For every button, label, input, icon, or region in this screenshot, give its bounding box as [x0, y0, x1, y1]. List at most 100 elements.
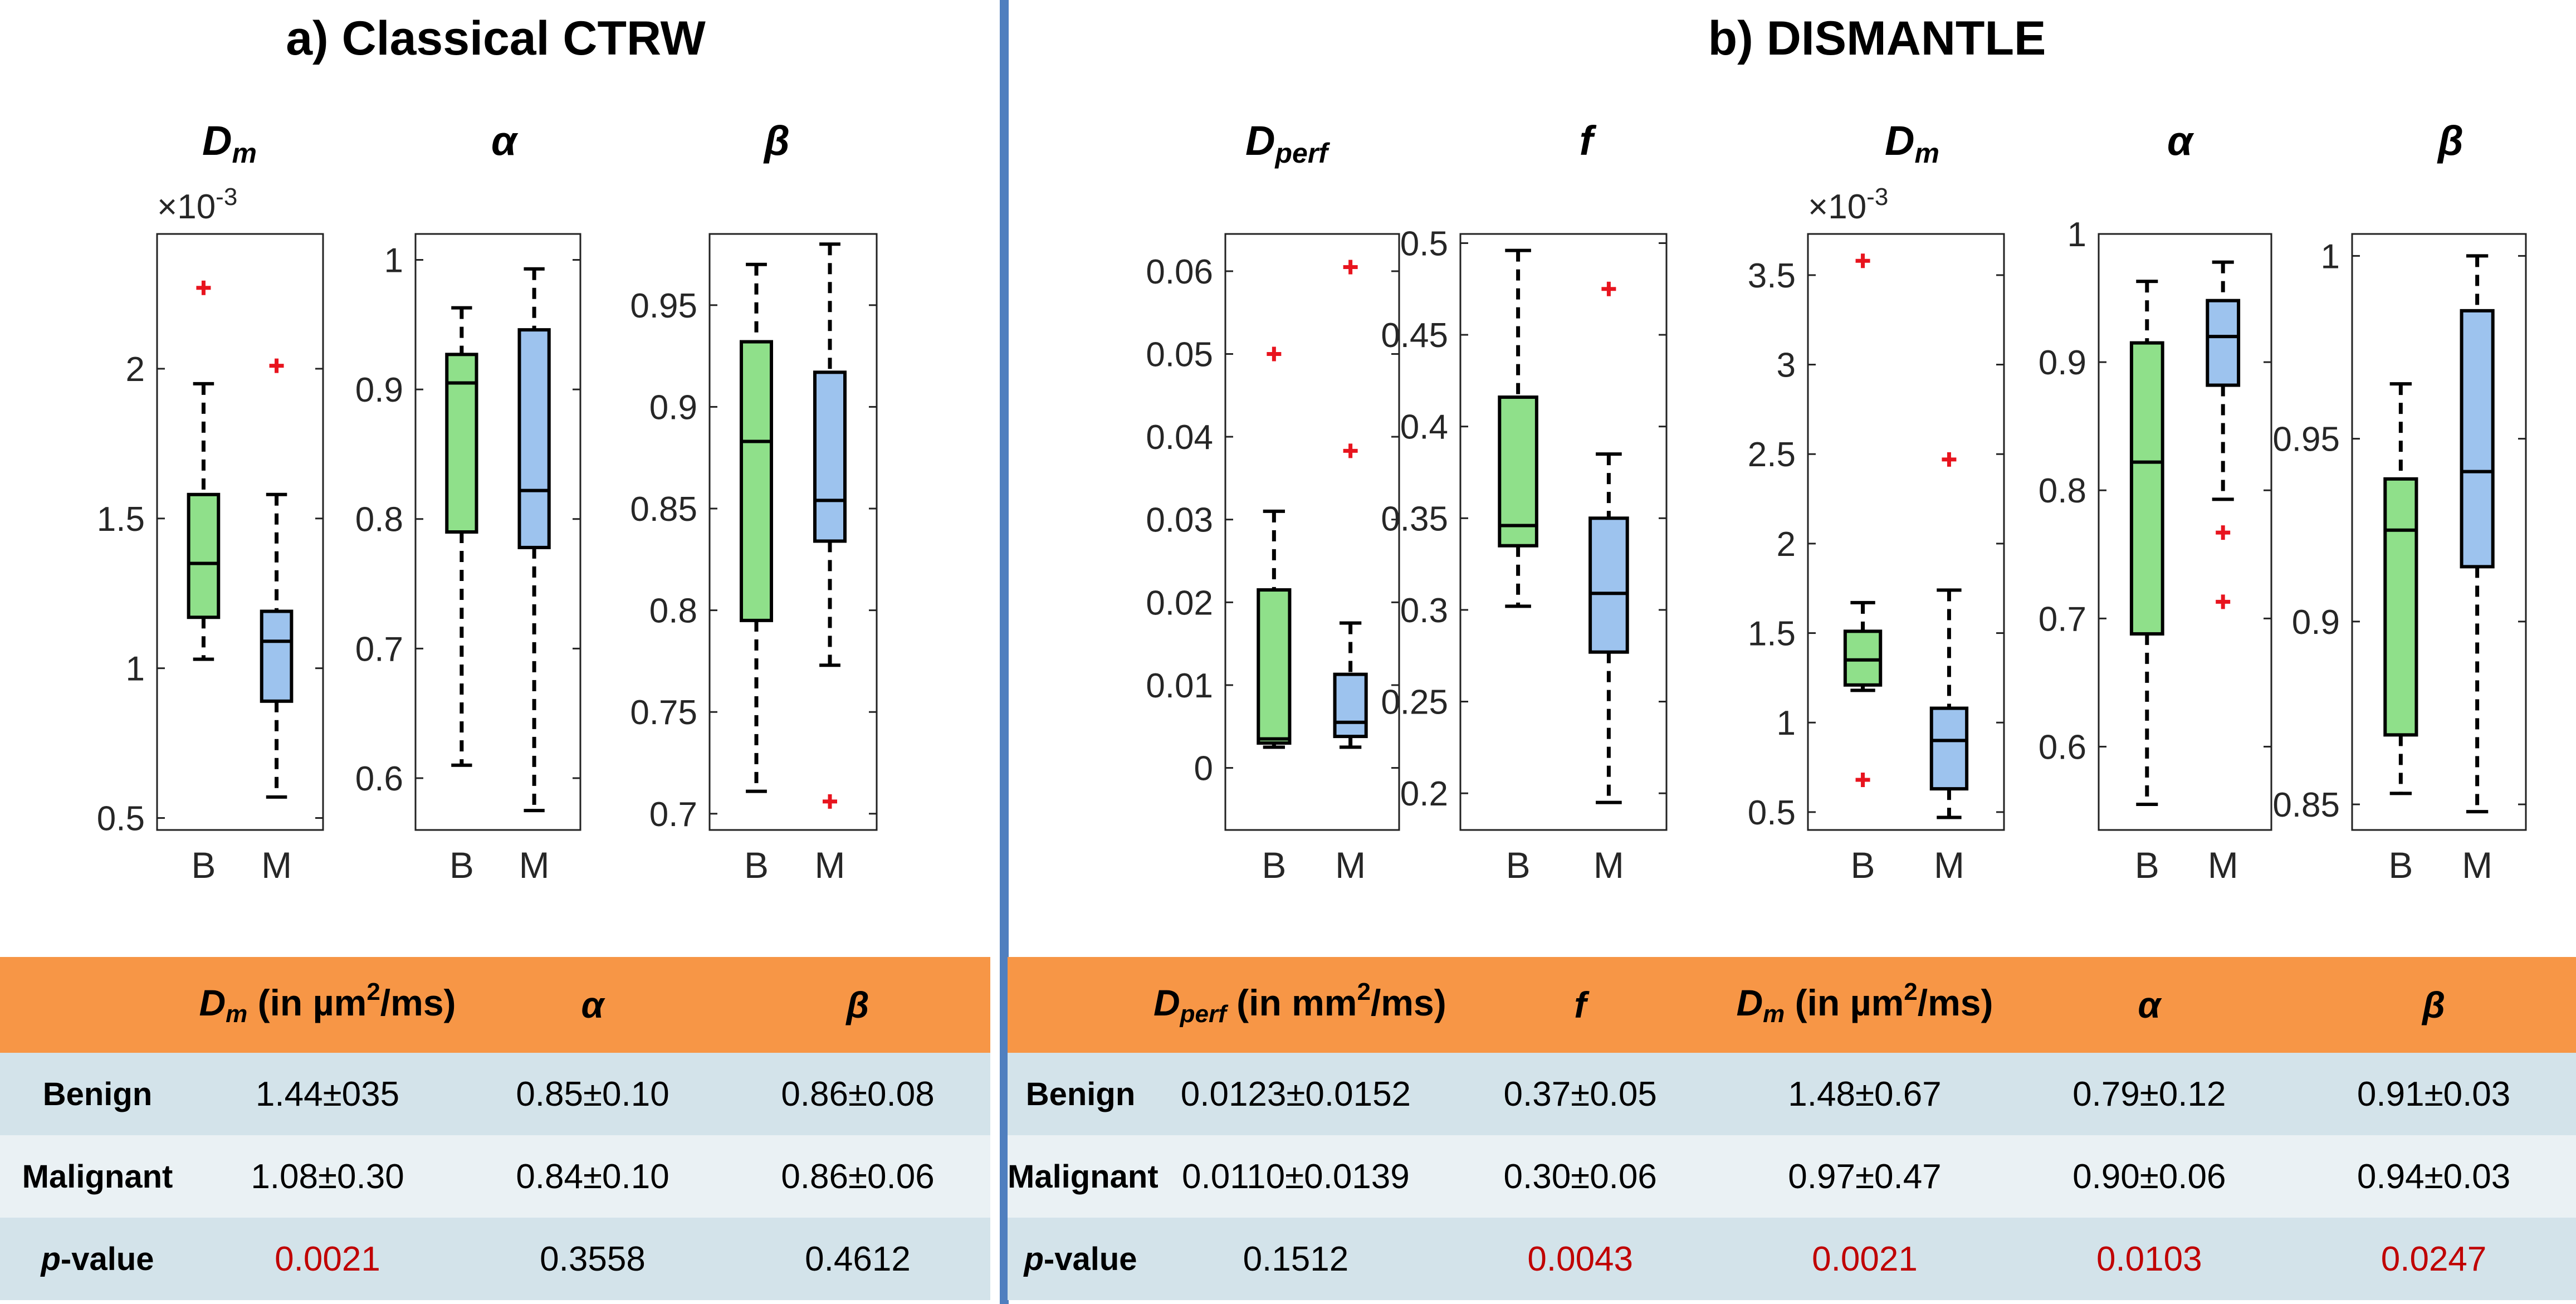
table-cell: 1.44±035 [195, 1053, 460, 1135]
row-label-rest: -value [60, 1240, 154, 1277]
boxplot-panel: 0.7 0.75 0.8 0.85 0.9 0.95 B M [630, 233, 878, 886]
panel-title-subscript: m [1914, 138, 1939, 169]
outlier-marker [1343, 260, 1358, 275]
y-tick-label: 0.85 [2272, 786, 2340, 824]
box-M [813, 370, 847, 543]
header-symbol: β [2422, 984, 2446, 1025]
y-tick-label: 0.06 [1146, 253, 1213, 291]
panel-title-symbol: D [1885, 118, 1915, 164]
column-header: β [2291, 957, 2576, 1053]
y-tick-label: 1.5 [97, 500, 145, 539]
y-tick-label: 0.5 [1400, 224, 1448, 263]
x-tick-label: M [1934, 844, 1964, 886]
y-tick-label: 0.7 [355, 630, 403, 668]
x-tick-label: B [449, 844, 474, 886]
row-label: p-value [0, 1218, 195, 1300]
x-tick-label: B [191, 844, 216, 886]
box-B [740, 340, 773, 622]
header-subscript: m [226, 1000, 248, 1028]
box-M [517, 328, 551, 549]
header-subscript: perf [1180, 1000, 1226, 1028]
header-unit-exponent: 2 [366, 978, 380, 1005]
y-tick-label: 0.45 [1381, 316, 1448, 355]
y-tick-label: 2 [1777, 525, 1796, 564]
box-B [2129, 341, 2164, 636]
boxplot-panel: 0 0.01 0.02 0.03 0.04 0.05 0.06 B M [1146, 233, 1400, 886]
y-tick-label: 0.9 [355, 371, 403, 409]
outlier-marker [1855, 773, 1870, 788]
y-tick-label: 0.9 [649, 388, 697, 427]
y-tick-label: 0.5 [1748, 794, 1796, 832]
header-symbol: D [1736, 982, 1763, 1023]
header-unit-rest: /ms) [1917, 982, 1993, 1023]
table-cell: 0.0021 [1722, 1218, 2007, 1300]
y-tick-label: 3.5 [1748, 257, 1796, 295]
axes-frame [414, 233, 581, 831]
y-tick-label: 1 [1777, 704, 1796, 743]
box-B [1843, 629, 1883, 687]
header-unit-exponent: 2 [1357, 978, 1371, 1005]
panel-title-subscript: perf [1275, 138, 1328, 169]
outlier-marker [196, 280, 211, 295]
column-header: β [725, 957, 990, 1053]
box-B [445, 353, 478, 534]
y-tick-label: 0.04 [1146, 418, 1213, 457]
outlier-marker [2216, 594, 2231, 609]
y-tick-label: 0.2 [1400, 775, 1448, 813]
y-exponent-label: ×10-3 [157, 183, 237, 226]
box-B [1498, 395, 1538, 548]
y-tick-label: 1.5 [1748, 615, 1796, 653]
y-tick-label: 0.7 [2039, 600, 2086, 638]
panel-title-symbol: β [764, 118, 790, 164]
panel-title-subscript: m [232, 138, 257, 169]
panel-title: Dm [202, 117, 257, 169]
x-tick-label: B [1506, 844, 1531, 886]
table-row: Benign 0.0123±0.0152 0.37±0.05 1.48±0.67 0.7… [1008, 1053, 2576, 1135]
column-header: α [2007, 957, 2292, 1053]
table-cell: 1.48±0.67 [1722, 1053, 2007, 1135]
header-symbol: α [2138, 984, 2161, 1025]
x-tick-label: M [815, 844, 845, 886]
section-divider [1000, 0, 1009, 1304]
panel-title-symbol: β [2438, 118, 2463, 164]
axes-frame [2351, 233, 2527, 831]
table-cell: 0.0247 [2291, 1218, 2576, 1300]
x-tick-label: B [1851, 844, 1875, 886]
y-tick-label: 0.85 [630, 490, 697, 529]
table-row: Malignant 0.0110±0.0139 0.30±0.06 0.97±0.47… [1008, 1135, 2576, 1218]
y-tick-label: 0.9 [2292, 603, 2340, 642]
boxplot-panel: 0.5 1 1.5 2 ×10-3 B M [97, 183, 324, 886]
panel-title: β [2438, 117, 2463, 164]
table-row: Benign 1.44±035 0.85±0.10 0.86±0.08 [0, 1053, 990, 1135]
y-tick-label: 0.75 [630, 693, 697, 732]
table-cell: 1.08±0.30 [195, 1135, 460, 1218]
y-tick-label: 0.01 [1146, 667, 1213, 705]
table-cell: 0.86±0.08 [725, 1053, 990, 1135]
boxplot-panel: 0.5 1 1.5 2 2.5 3 3.5 ×10-3 B M [1748, 183, 2005, 886]
y-tick-label: 1 [2321, 237, 2340, 276]
y-tick-label: 0.5 [97, 799, 145, 838]
panel-title: α [491, 117, 517, 164]
outlier-marker [1343, 443, 1358, 458]
header-unit-rest: /ms) [380, 982, 456, 1023]
table-cell: 0.37±0.05 [1438, 1053, 1723, 1135]
table-cell: 0.84±0.10 [460, 1135, 725, 1218]
row-label: Malignant [1008, 1135, 1159, 1218]
column-header: Dm (in µm2/ms) [195, 957, 460, 1053]
box-M [2206, 299, 2241, 387]
panel-title: f [1580, 117, 1593, 164]
header-symbol: α [581, 984, 604, 1025]
boxplot-panel: 0.6 0.7 0.8 0.9 1 B M [2039, 216, 2272, 886]
axes-frame [2098, 233, 2272, 831]
y-tick-label: 1 [2067, 216, 2086, 254]
x-tick-label: B [2135, 844, 2159, 886]
header-symbol: D [199, 982, 226, 1023]
y-tick-label: 0.7 [649, 795, 697, 834]
column-header: f [1438, 957, 1723, 1053]
table-cell: 0.97±0.47 [1722, 1135, 2007, 1218]
x-tick-label: B [2388, 844, 2413, 886]
outlier-marker [1267, 346, 1282, 362]
y-tick-label: 2 [126, 350, 145, 389]
box-B [187, 492, 221, 619]
box-B [1257, 588, 1292, 745]
